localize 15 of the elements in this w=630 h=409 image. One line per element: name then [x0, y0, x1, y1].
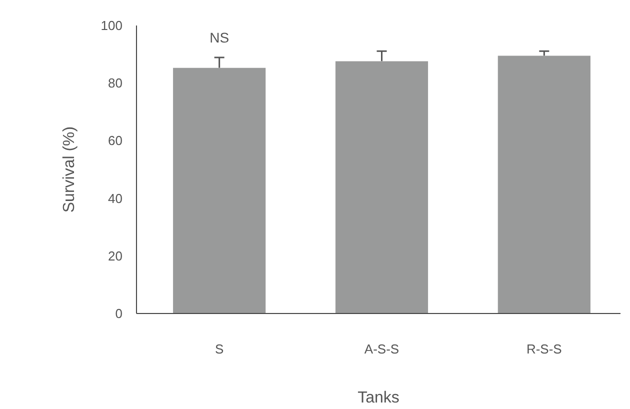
bar: [335, 61, 428, 314]
y-tick-label: 40: [108, 190, 123, 206]
x-tick-label: S: [214, 342, 224, 356]
y-tick-label: 0: [115, 306, 123, 321]
x-axis-title: Tanks: [358, 390, 400, 406]
y-tick-label: 100: [100, 18, 123, 33]
y-axis-title: Survival (%): [60, 126, 78, 213]
bar: [173, 68, 266, 314]
y-tick-label: 60: [108, 133, 123, 148]
annotation: NS: [210, 29, 230, 46]
y-tick-label: 80: [108, 76, 123, 91]
y-tick-label: 20: [108, 248, 123, 264]
x-tick-label: R-S-S: [526, 342, 562, 356]
bar: [498, 56, 590, 314]
x-tick-label: A-S-S: [364, 342, 400, 356]
